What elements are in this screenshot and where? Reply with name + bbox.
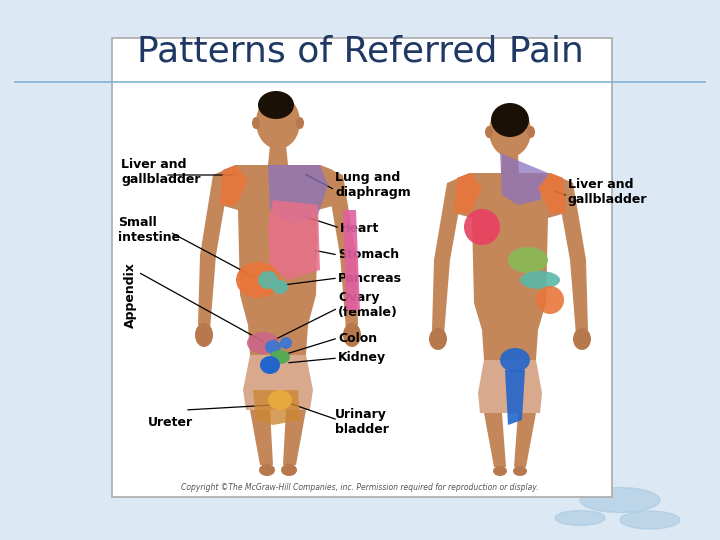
Ellipse shape — [580, 488, 660, 512]
Ellipse shape — [513, 466, 527, 476]
Polygon shape — [514, 413, 536, 467]
Ellipse shape — [236, 262, 280, 298]
Ellipse shape — [280, 337, 292, 349]
Ellipse shape — [485, 126, 493, 138]
Ellipse shape — [508, 247, 548, 273]
Polygon shape — [550, 173, 588, 335]
Ellipse shape — [195, 323, 213, 347]
Ellipse shape — [429, 328, 447, 350]
Polygon shape — [501, 153, 519, 173]
Ellipse shape — [270, 350, 290, 364]
Polygon shape — [454, 173, 482, 213]
Text: Urinary
bladder: Urinary bladder — [335, 408, 389, 436]
Ellipse shape — [256, 95, 300, 149]
Polygon shape — [220, 165, 248, 205]
Ellipse shape — [247, 332, 279, 354]
Text: Kidney: Kidney — [338, 352, 386, 365]
Ellipse shape — [555, 510, 605, 525]
Ellipse shape — [258, 91, 294, 119]
Text: Patterns of Referred Pain: Patterns of Referred Pain — [137, 35, 583, 69]
Polygon shape — [253, 390, 300, 425]
Text: Stomach: Stomach — [338, 248, 399, 261]
Ellipse shape — [493, 466, 507, 476]
Text: Pancreas: Pancreas — [338, 272, 402, 285]
Text: Ureter: Ureter — [148, 415, 193, 429]
Polygon shape — [243, 355, 313, 410]
Ellipse shape — [500, 348, 530, 372]
Polygon shape — [268, 200, 320, 280]
Polygon shape — [250, 410, 273, 465]
Text: Copyright ©The McGraw-Hill Companies, inc. Permission required for reproduction : Copyright ©The McGraw-Hill Companies, in… — [181, 483, 539, 492]
Polygon shape — [343, 210, 360, 310]
Ellipse shape — [489, 105, 531, 157]
Polygon shape — [484, 413, 506, 467]
Text: Appendix: Appendix — [124, 262, 137, 328]
Ellipse shape — [464, 209, 500, 245]
Polygon shape — [268, 165, 328, 225]
Ellipse shape — [258, 271, 278, 289]
Polygon shape — [268, 145, 288, 165]
Polygon shape — [454, 173, 566, 360]
Polygon shape — [198, 165, 236, 330]
Ellipse shape — [536, 286, 564, 314]
Text: Lung and
diaphragm: Lung and diaphragm — [335, 171, 410, 199]
Ellipse shape — [491, 103, 529, 137]
Polygon shape — [283, 410, 306, 465]
Ellipse shape — [343, 323, 361, 347]
Text: Small
intestine: Small intestine — [118, 216, 180, 244]
Ellipse shape — [268, 390, 292, 410]
Ellipse shape — [259, 464, 275, 476]
Ellipse shape — [281, 464, 297, 476]
Polygon shape — [505, 370, 525, 425]
Text: Liver and
gallbladder: Liver and gallbladder — [568, 178, 647, 206]
Polygon shape — [478, 360, 542, 413]
Polygon shape — [432, 173, 470, 335]
Polygon shape — [500, 153, 548, 205]
Ellipse shape — [252, 117, 260, 129]
Ellipse shape — [527, 126, 535, 138]
Text: Colon: Colon — [338, 332, 377, 345]
Text: Liver and
gallbladder: Liver and gallbladder — [121, 158, 200, 186]
Ellipse shape — [260, 356, 280, 374]
Ellipse shape — [573, 328, 591, 350]
Bar — [112, 38, 612, 497]
Ellipse shape — [296, 117, 304, 129]
Polygon shape — [538, 173, 566, 213]
Text: Heart: Heart — [340, 221, 379, 234]
Text: Ovary
(female): Ovary (female) — [338, 291, 398, 319]
Ellipse shape — [620, 511, 680, 529]
Polygon shape — [320, 165, 358, 330]
Ellipse shape — [520, 271, 560, 289]
Ellipse shape — [265, 340, 281, 354]
Ellipse shape — [272, 280, 288, 294]
Polygon shape — [220, 165, 336, 355]
